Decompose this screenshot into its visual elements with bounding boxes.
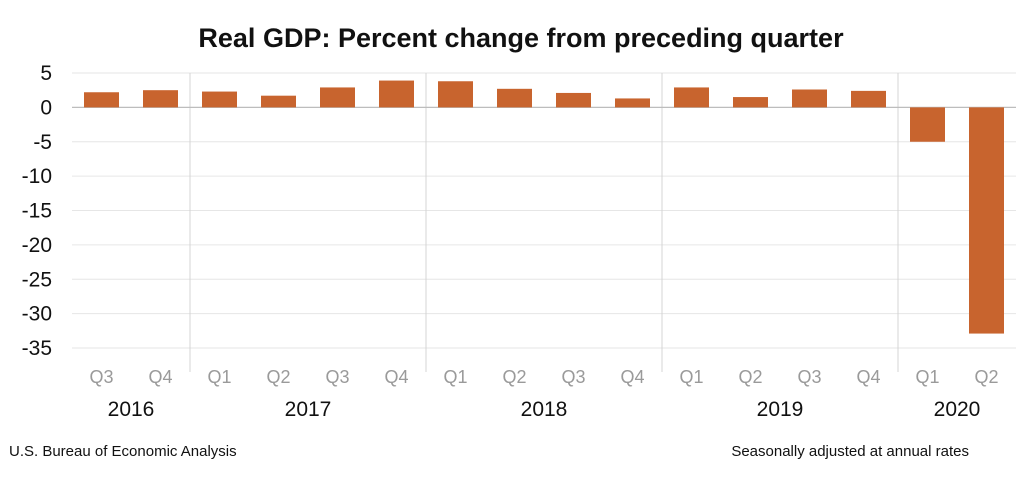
chart-title: Real GDP: Percent change from preceding … [198, 23, 844, 53]
y-tick-label: -15 [22, 200, 52, 223]
x-tick-label: Q3 [797, 367, 821, 387]
bar [615, 98, 650, 108]
x-tick-label: Q3 [561, 367, 585, 387]
y-tick-label: -25 [22, 268, 52, 291]
x-tick-label: Q1 [915, 367, 939, 387]
x-tick-label: Q1 [679, 367, 703, 387]
y-tick-label: -20 [22, 234, 52, 257]
y-tick-label: 5 [40, 62, 52, 85]
x-tick-label: Q3 [325, 367, 349, 387]
bar [969, 107, 1004, 334]
bar [792, 89, 827, 108]
y-tick-label: -5 [33, 131, 52, 154]
x-axis-year-labels: 2016 2017 2018 2019 2020 [108, 398, 981, 421]
bars [84, 80, 1004, 334]
y-tick-label: -30 [22, 303, 52, 326]
bar [674, 87, 709, 108]
bar [851, 90, 886, 108]
y-tick-label: -10 [22, 165, 52, 188]
x-tick-label: Q2 [502, 367, 526, 387]
x-tick-label: Q4 [384, 367, 408, 387]
y-tick-label: 0 [40, 96, 52, 119]
seasonal-adjustment-note: Seasonally adjusted at annual rates [731, 443, 969, 460]
bar [84, 92, 119, 108]
bar [320, 87, 355, 108]
y-axis-ticks: 5 0 -5 -10 -15 -20 -25 -30 -35 [22, 62, 52, 360]
bar [261, 95, 296, 108]
x-tick-label: Q4 [148, 367, 172, 387]
bar [497, 88, 532, 108]
year-label: 2020 [934, 398, 981, 421]
x-tick-label: Q2 [266, 367, 290, 387]
bar [379, 80, 414, 108]
x-tick-label: Q4 [620, 367, 644, 387]
source-note: U.S. Bureau of Economic Analysis [9, 443, 237, 460]
x-tick-label: Q1 [443, 367, 467, 387]
bar [733, 97, 768, 108]
x-tick-label: Q3 [89, 367, 113, 387]
bar [556, 92, 591, 108]
year-label: 2019 [757, 398, 804, 421]
year-label: 2018 [521, 398, 568, 421]
year-label: 2016 [108, 398, 155, 421]
gridlines [72, 72, 1016, 372]
year-label: 2017 [285, 398, 332, 421]
x-tick-label: Q2 [738, 367, 762, 387]
x-tick-label: Q2 [974, 367, 998, 387]
x-tick-label: Q1 [207, 367, 231, 387]
bar [202, 91, 237, 108]
y-tick-label: -35 [22, 337, 52, 360]
bar [438, 81, 473, 108]
x-axis-quarter-ticks: Q3 Q4 Q1 Q2 Q3 Q4 Q1 Q2 Q3 Q4 Q1 Q2 Q3 Q4 Q1 Q2 [89, 367, 998, 387]
bar [910, 107, 945, 142]
bar [143, 90, 178, 108]
x-tick-label: Q4 [856, 367, 880, 387]
